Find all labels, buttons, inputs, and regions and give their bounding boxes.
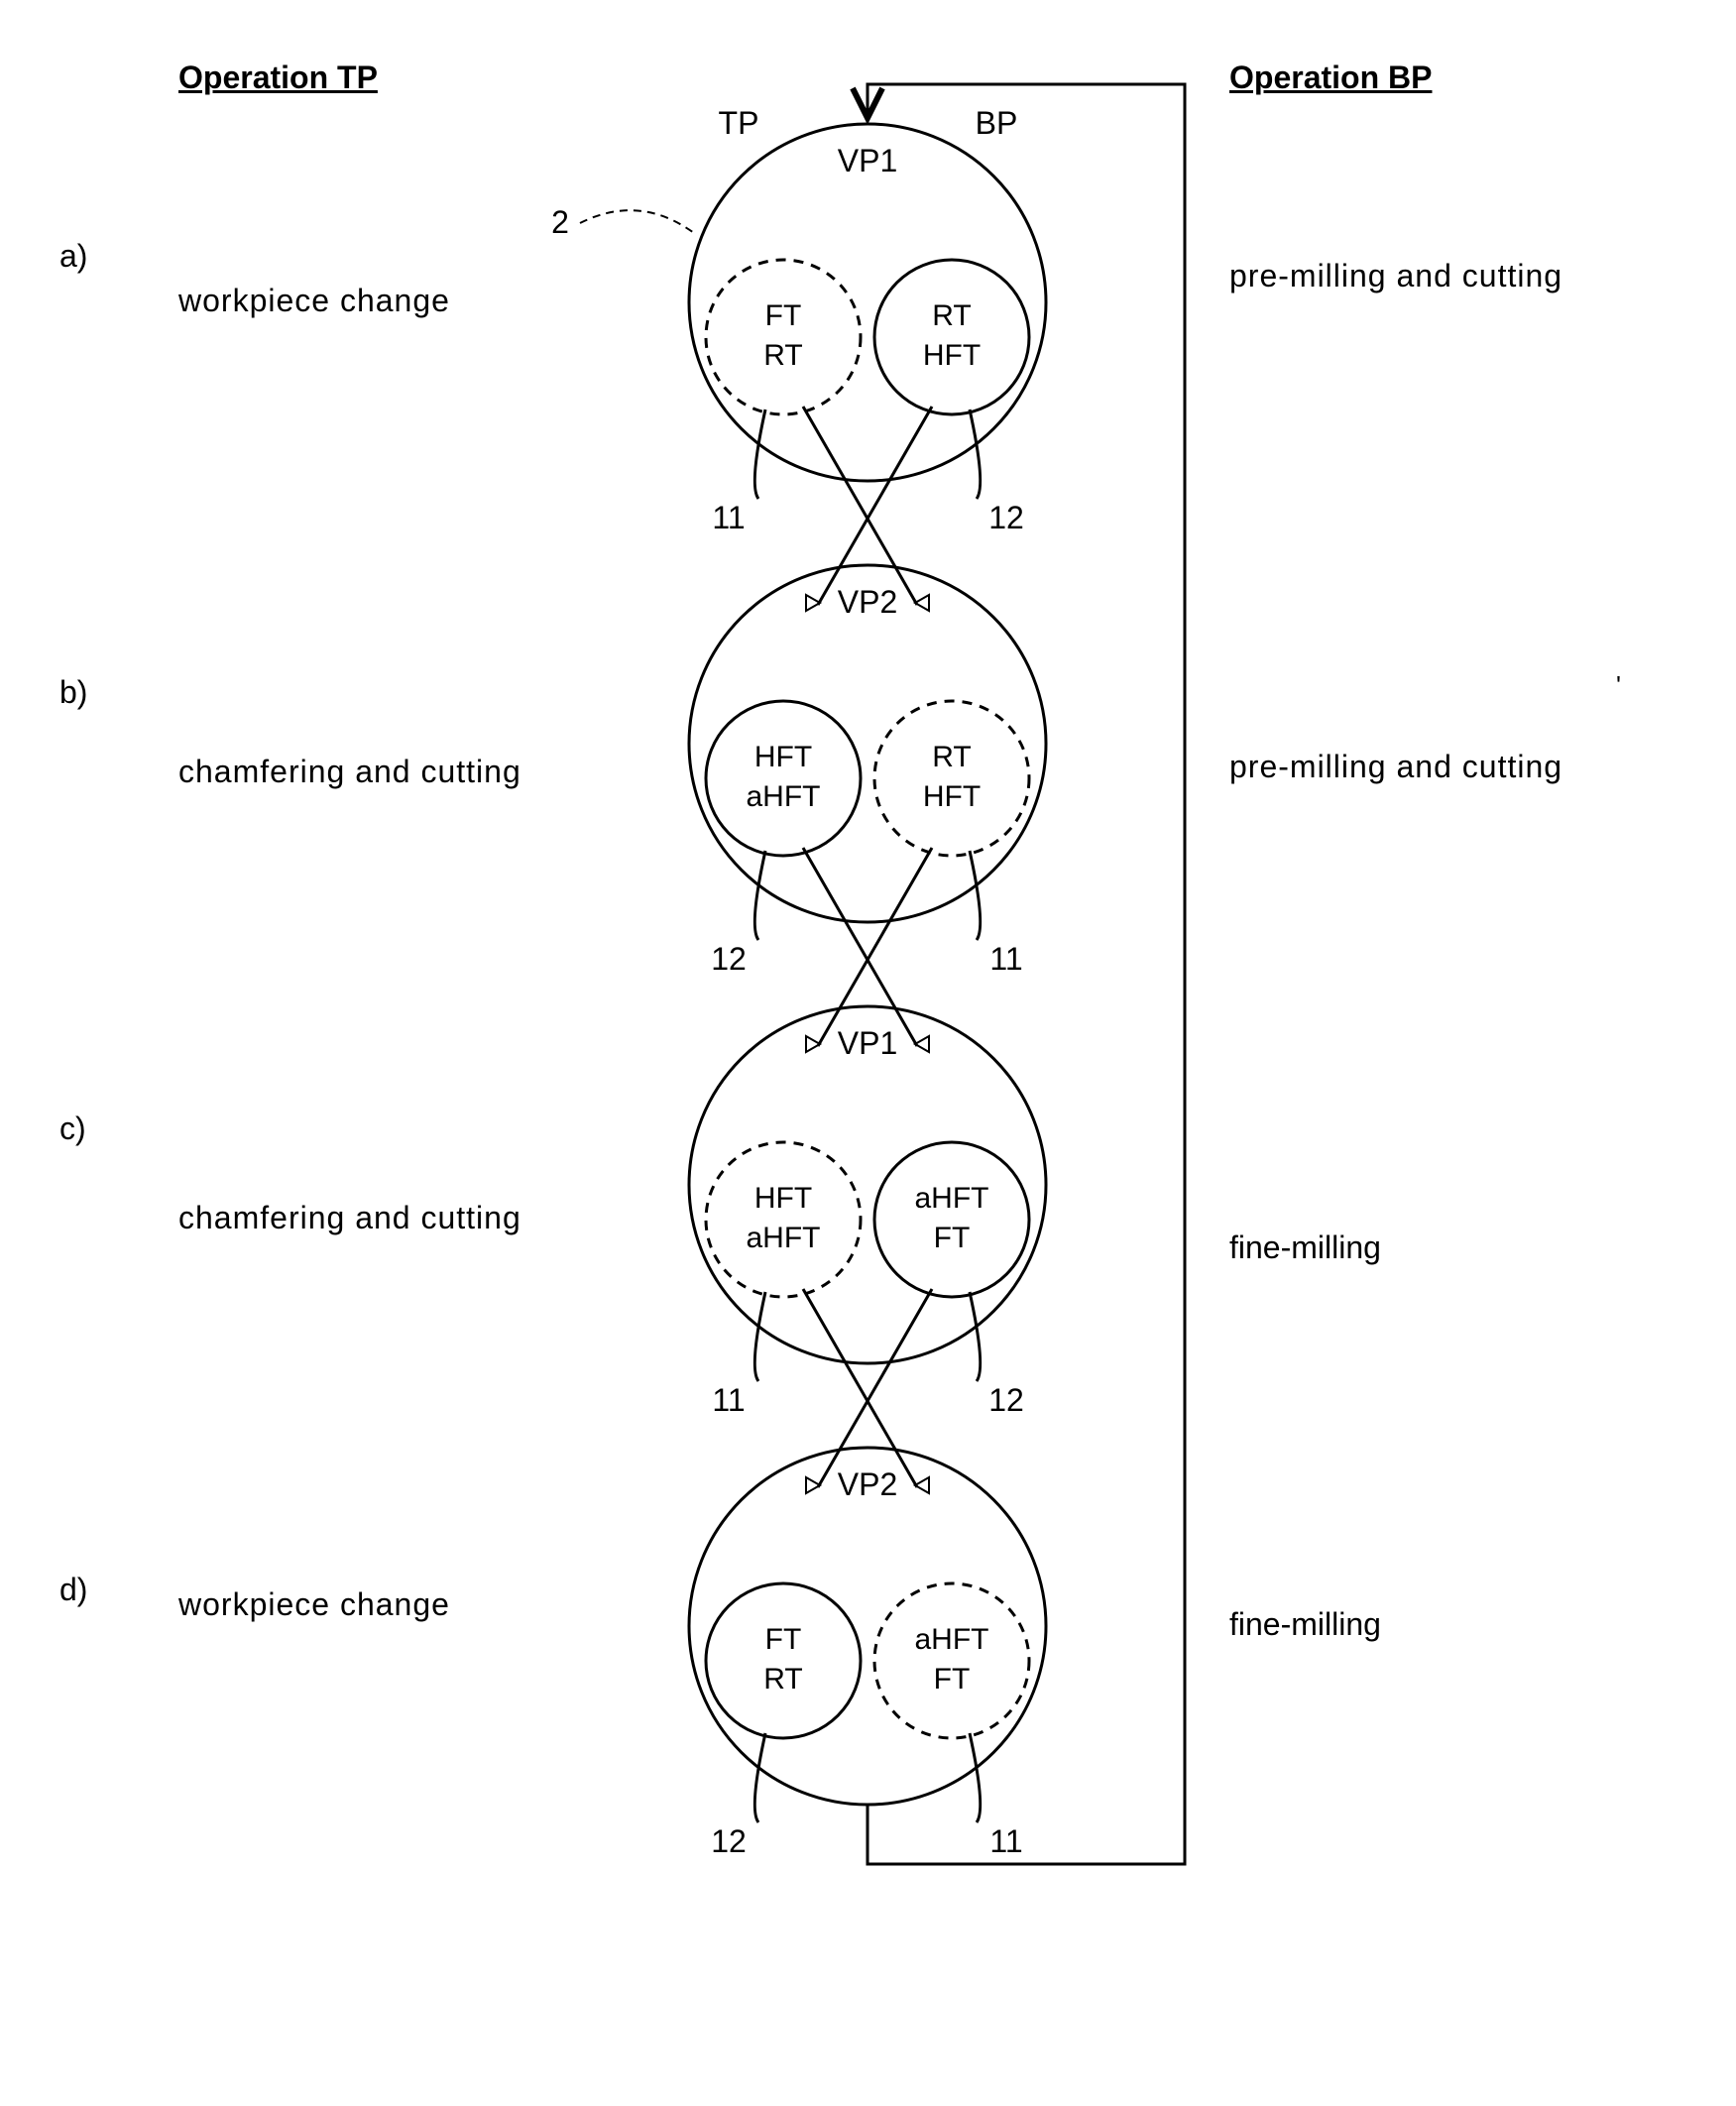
leader-left: 12 bbox=[711, 1823, 747, 1859]
feedback-loop bbox=[868, 84, 1185, 1864]
small-right-top: RT bbox=[932, 299, 971, 332]
leader-right: 12 bbox=[988, 500, 1024, 535]
small-left-bottom: RT bbox=[763, 339, 802, 372]
small-circle-right bbox=[874, 1142, 1029, 1297]
leader-line-left bbox=[754, 851, 765, 940]
small-left-top: FT bbox=[765, 299, 802, 332]
small-right-bottom: FT bbox=[934, 1222, 971, 1254]
leader-right: 12 bbox=[988, 1382, 1024, 1418]
small-right-bottom: FT bbox=[934, 1663, 971, 1696]
cross-line bbox=[818, 848, 932, 1046]
leader-line-left bbox=[754, 410, 765, 499]
cross-line bbox=[818, 407, 932, 605]
small-circle-left bbox=[706, 260, 861, 414]
leader-line-left bbox=[754, 1733, 765, 1822]
small-left-top: FT bbox=[765, 1623, 802, 1656]
leader-right: 11 bbox=[989, 941, 1022, 977]
small-left-bottom: RT bbox=[763, 1663, 802, 1696]
small-right-top: RT bbox=[932, 741, 971, 773]
diagram-svg: VP1 FT RT RT HFT 11 12 VP2 HFT aHFT RT HFT 12 11 VP1 HF… bbox=[40, 40, 1696, 2066]
cross-line bbox=[803, 848, 917, 1046]
small-left-bottom: aHFT bbox=[747, 780, 821, 813]
small-circle-right bbox=[874, 1583, 1029, 1738]
small-left-bottom: aHFT bbox=[747, 1222, 821, 1254]
leader-left: 12 bbox=[711, 941, 747, 977]
small-right-top: aHFT bbox=[915, 1623, 989, 1656]
cross-line bbox=[818, 1289, 932, 1487]
vp-label: VP2 bbox=[838, 1466, 897, 1502]
leader-line-left bbox=[754, 1292, 765, 1381]
leader-2: 2 bbox=[551, 204, 569, 240]
small-circle-right bbox=[874, 260, 1029, 414]
small-circle-left bbox=[706, 1583, 861, 1738]
leader-2-line bbox=[580, 210, 694, 233]
small-left-top: HFT bbox=[754, 741, 812, 773]
bp-label: BP bbox=[976, 105, 1018, 141]
small-circle-left bbox=[706, 701, 861, 856]
diagram-container: Operation TP Operation BP a) workpiece c… bbox=[40, 40, 1696, 2066]
small-circle-right bbox=[874, 701, 1029, 856]
leader-line-right bbox=[970, 1733, 981, 1822]
leader-right: 11 bbox=[989, 1823, 1022, 1859]
small-right-top: aHFT bbox=[915, 1182, 989, 1215]
leader-left: 11 bbox=[712, 1382, 745, 1418]
small-circle-left bbox=[706, 1142, 861, 1297]
leader-line-right bbox=[970, 410, 981, 499]
small-right-bottom: HFT bbox=[923, 339, 981, 372]
vp-label: VP1 bbox=[838, 1025, 897, 1061]
leader-line-right bbox=[970, 851, 981, 940]
stray-mark: ' bbox=[1616, 670, 1621, 700]
vp-label: VP2 bbox=[838, 584, 897, 620]
small-left-top: HFT bbox=[754, 1182, 812, 1215]
vp-label: VP1 bbox=[838, 143, 897, 178]
small-right-bottom: HFT bbox=[923, 780, 981, 813]
cross-line bbox=[803, 407, 917, 605]
leader-line-right bbox=[970, 1292, 981, 1381]
cross-line bbox=[803, 1289, 917, 1487]
leader-left: 11 bbox=[712, 500, 745, 535]
tp-label: TP bbox=[719, 105, 759, 141]
